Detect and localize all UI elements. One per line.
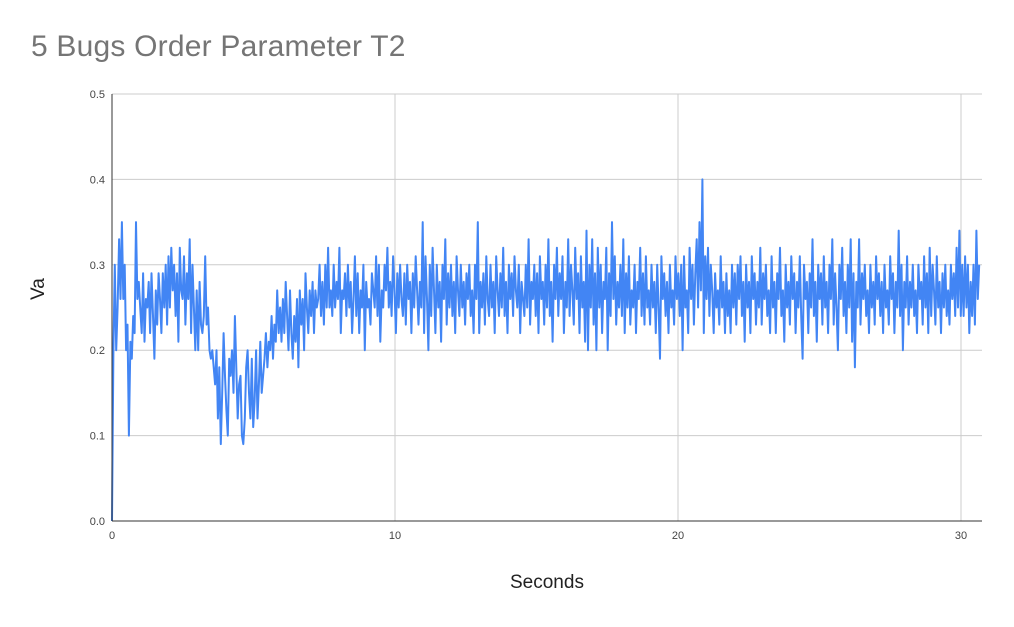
x-tick: 10 [389, 530, 401, 542]
series-line-va [111, 178, 981, 522]
y-tick: 0.2 [90, 345, 105, 357]
y-tick: 0.1 [90, 431, 105, 443]
y-axis-ticks: 0.0 0.1 0.2 0.3 0.4 0.5 [90, 89, 105, 528]
x-tick: 20 [672, 530, 684, 542]
x-axis-ticks: 0 10 20 30 [109, 530, 967, 542]
y-tick: 0.3 [90, 260, 105, 272]
chart-title: 5 Bugs Order Parameter T2 [31, 30, 406, 63]
y-tick: 0.0 [90, 516, 105, 528]
y-tick: 0.4 [90, 174, 105, 186]
x-tick: 30 [955, 530, 967, 542]
x-tick: 0 [109, 530, 115, 542]
x-axis-label: Seconds [510, 572, 584, 593]
y-tick: 0.5 [90, 89, 105, 101]
